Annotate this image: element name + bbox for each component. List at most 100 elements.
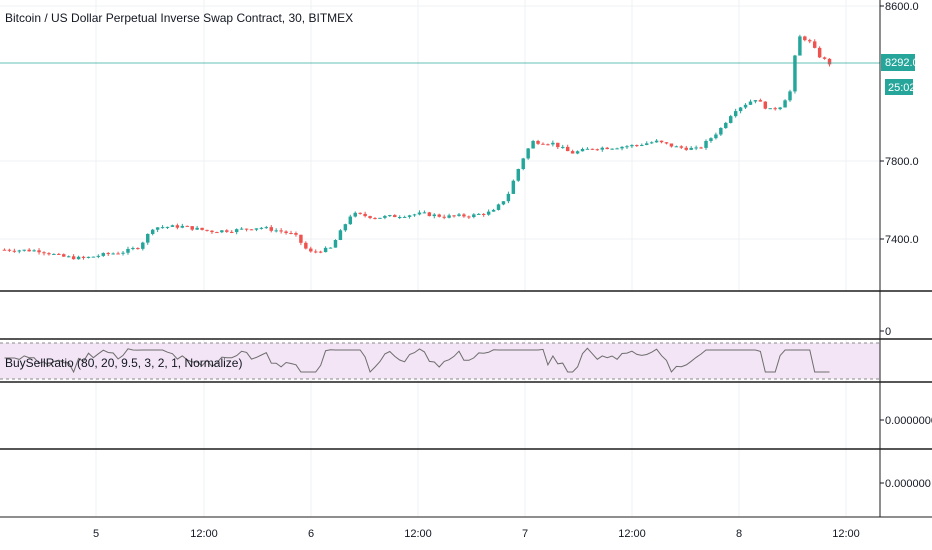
candle-body [388, 215, 392, 217]
candle-body [62, 254, 66, 257]
candle-body [185, 225, 189, 227]
candle-body [417, 212, 422, 215]
buysell-ratio-line [4, 347, 830, 374]
candle-body [42, 252, 46, 254]
candle-body [225, 230, 229, 232]
indicator-tick-0: 0 [885, 326, 891, 338]
candle-body [249, 229, 254, 231]
candle-body [724, 122, 728, 128]
candle-body [205, 229, 209, 231]
candle-body [66, 256, 71, 258]
candle-body [546, 144, 550, 146]
candle-body [76, 256, 81, 260]
candle-body [714, 134, 718, 139]
candle-body [817, 47, 822, 58]
candle-body [798, 36, 802, 56]
candle-body [649, 142, 654, 144]
candle-body [768, 108, 772, 110]
candle-body [462, 214, 466, 217]
candle-body [338, 230, 343, 241]
candle-body [486, 211, 491, 215]
candle-body [699, 147, 703, 149]
price-tick-7800: 7800.0 [885, 156, 919, 168]
candle-body [412, 214, 417, 216]
indicator-band [0, 343, 880, 379]
time-tick-1200-d: 12:00 [832, 528, 860, 540]
candle-body [37, 250, 41, 253]
candle-body [427, 212, 432, 217]
candle-body [506, 193, 511, 202]
candle-body [481, 213, 486, 215]
candle-body [383, 216, 387, 218]
candle-body [27, 249, 31, 252]
candle-body [422, 212, 427, 214]
candles [2, 34, 832, 260]
candle-body [17, 250, 22, 252]
candle-body [111, 253, 115, 255]
candle-body [719, 127, 723, 135]
candle-body [259, 227, 264, 229]
candle-body [709, 138, 713, 141]
chart-title: Bitcoin / US Dollar Perpetual Inverse Sw… [5, 11, 353, 25]
pane4-tick: 0.000000 [885, 478, 931, 490]
candle-body [407, 215, 412, 217]
candle-body [230, 231, 234, 233]
candle-body [165, 226, 170, 228]
candle-body [126, 248, 130, 253]
candle-body [57, 253, 61, 255]
price-pane: Bitcoin / US Dollar Perpetual Inverse Sw… [0, 11, 880, 260]
candle-body [274, 230, 278, 232]
candle-body [313, 251, 318, 253]
candle-body [318, 251, 323, 253]
candle-body [457, 214, 461, 216]
candle-body [71, 256, 76, 260]
candle-body [47, 253, 51, 255]
candle-body [155, 227, 160, 230]
candle-body [12, 250, 17, 252]
candle-body [289, 232, 293, 234]
candle-body [146, 233, 150, 243]
candle-body [393, 215, 397, 218]
candle-body [116, 253, 120, 255]
candle-body [590, 148, 595, 150]
last-price-label: 8292.0 [885, 57, 919, 69]
candle-body [343, 224, 348, 231]
candle-body [793, 55, 797, 92]
candle-body [803, 36, 807, 41]
candle-body [561, 146, 565, 148]
candle-body [585, 148, 590, 150]
time-tick-8: 8 [736, 528, 742, 540]
candle-body [684, 147, 688, 150]
candle-body [437, 214, 441, 217]
candle-body [353, 212, 357, 217]
candle-body [620, 146, 624, 149]
candle-body [328, 247, 333, 249]
price-tick-8600: 8600.0 [885, 1, 919, 13]
candle-body [556, 142, 560, 148]
candle-body [121, 252, 125, 254]
candle-body [210, 230, 214, 233]
candle-body [580, 148, 585, 152]
candle-body [679, 146, 684, 148]
indicator-label: BuySellRatio (80, 20, 9.5, 3, 2, 1, Norm… [5, 356, 242, 370]
candle-body [570, 151, 575, 154]
candle-body [215, 232, 219, 234]
candle-body [822, 57, 827, 59]
candle-body [541, 143, 545, 145]
candle-body [654, 140, 659, 143]
candle-body [294, 233, 298, 235]
candle-body [491, 209, 496, 212]
candle-body [748, 101, 753, 105]
candle-body [526, 148, 530, 159]
candle-body [600, 147, 604, 150]
candle-body [605, 147, 609, 150]
time-tick-1200-c: 12:00 [618, 528, 646, 540]
candle-body [758, 100, 763, 102]
candle-body [136, 248, 140, 250]
candle-body [728, 116, 733, 123]
candle-body [81, 256, 86, 258]
candle-body [630, 145, 634, 147]
candle-body [442, 216, 446, 218]
candle-body [200, 227, 204, 230]
